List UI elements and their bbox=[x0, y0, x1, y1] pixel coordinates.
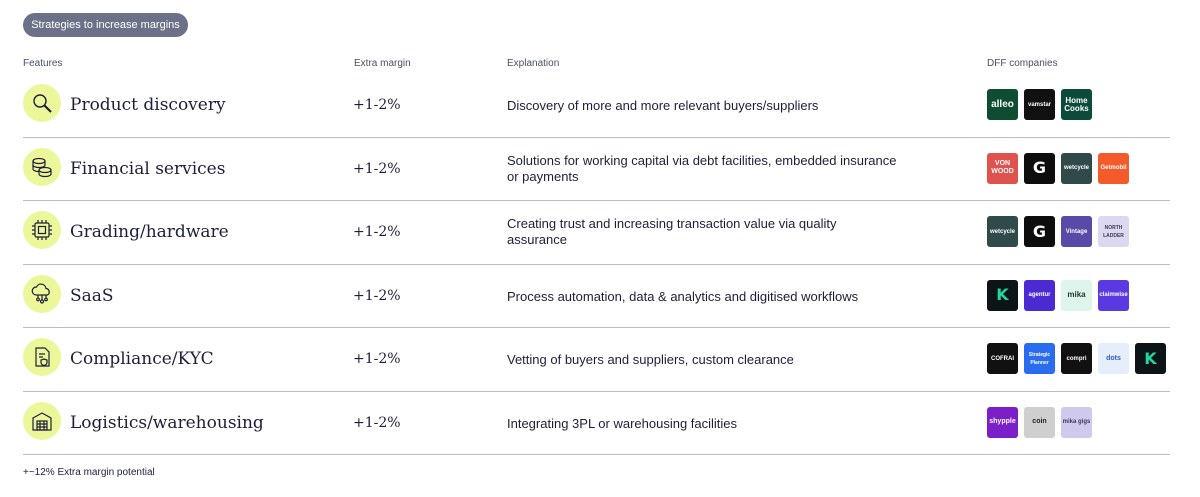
coins-icon bbox=[23, 147, 61, 186]
feature-label: Grading/hardware bbox=[70, 222, 229, 242]
margin-value: +1-2% bbox=[353, 414, 401, 431]
feature-label: Financial services bbox=[70, 158, 226, 179]
header-companies: DFF companies bbox=[987, 58, 1058, 69]
company-logo: claimwise bbox=[1098, 279, 1129, 311]
table-row: Product discovery +1-2% Discovery of mor… bbox=[23, 74, 1170, 138]
company-logo: shypple bbox=[987, 406, 1018, 438]
company-logo: wetcycle bbox=[1061, 152, 1092, 184]
feature-label: SaaS bbox=[70, 285, 114, 306]
table-row: Financial services +1-2% Solutions for w… bbox=[23, 138, 1170, 201]
company-logo: dots bbox=[1098, 343, 1129, 374]
company-logo: K bbox=[1135, 343, 1166, 374]
company-logo: VON WOOD bbox=[987, 152, 1018, 184]
company-logo: mika gigs bbox=[1061, 406, 1092, 438]
company-logos: K agentur mika claimwise bbox=[987, 279, 1129, 311]
margin-value: +1-2% bbox=[353, 160, 401, 177]
explanation-text: Discovery of more and more relevant buye… bbox=[507, 98, 819, 113]
company-logos: wetcycle G Vintage NORTH LADDER bbox=[987, 216, 1129, 247]
explanation-text: Vetting of buyers and suppliers, custom … bbox=[507, 352, 794, 367]
company-logo: alleo bbox=[987, 89, 1018, 120]
cloud-icon bbox=[23, 274, 61, 313]
company-logo: Strategic Planner bbox=[1024, 343, 1055, 374]
warehouse-icon bbox=[23, 401, 61, 440]
section-pill: Strategies to increase margins bbox=[23, 13, 188, 37]
margin-value: +1-2% bbox=[353, 287, 401, 304]
feature-label: Compliance/KYC bbox=[70, 349, 214, 369]
feature-label: Logistics/warehousing bbox=[70, 412, 264, 433]
header-extra-margin: Extra margin bbox=[354, 58, 411, 69]
company-logo: mika bbox=[1061, 279, 1092, 311]
table-row: Grading/hardware +1-2% Creating trust an… bbox=[23, 201, 1170, 265]
feature-label: Product discovery bbox=[70, 95, 226, 115]
margin-value: +1-2% bbox=[353, 224, 401, 240]
company-logo: agentur bbox=[1024, 279, 1055, 311]
table-row: Compliance/KYC +1-2% Vetting of buyers a… bbox=[23, 328, 1170, 392]
explanation-text: Solutions for working capital via debt f… bbox=[507, 152, 897, 184]
company-logo: COFRAI bbox=[987, 343, 1018, 374]
company-logo: coin bbox=[1024, 406, 1055, 438]
company-logos: COFRAI Strategic Planner compri dots K bbox=[987, 343, 1166, 374]
table-row: SaaS +1-2% Process automation, data & an… bbox=[23, 265, 1170, 328]
company-logo: G bbox=[1024, 216, 1055, 247]
margin-value: +1-2% bbox=[353, 351, 401, 367]
company-logos: alleo vamstar Home Cooks bbox=[987, 89, 1092, 120]
company-logo: NORTH LADDER bbox=[1098, 216, 1129, 247]
company-logo: K bbox=[987, 279, 1018, 311]
header-features: Features bbox=[23, 58, 63, 69]
company-logo: Home Cooks bbox=[1061, 89, 1092, 120]
header-explanation: Explanation bbox=[507, 58, 560, 69]
explanation-text: Creating trust and increasing transactio… bbox=[507, 216, 837, 247]
margin-value: +1-2% bbox=[353, 97, 401, 113]
company-logo: wetcycle bbox=[987, 216, 1018, 247]
company-logos: shypple coin mika gigs bbox=[987, 406, 1092, 438]
footer-note: +~12% Extra margin potential bbox=[23, 467, 155, 478]
shield-document-icon bbox=[23, 338, 61, 376]
explanation-text: Integrating 3PL or warehousing facilitie… bbox=[507, 415, 738, 431]
strategy-table: Product discovery +1-2% Discovery of mor… bbox=[23, 74, 1170, 455]
company-logos: VON WOOD G wetcycle Getmobil bbox=[987, 152, 1129, 184]
company-logo: Getmobil bbox=[1098, 152, 1129, 184]
chip-icon bbox=[23, 211, 61, 249]
company-logo: compri bbox=[1061, 343, 1092, 374]
company-logo: Vintage bbox=[1061, 216, 1092, 247]
company-logo: G bbox=[1024, 152, 1055, 184]
company-logo: vamstar bbox=[1024, 89, 1055, 120]
table-row: Logistics/warehousing +1-2% Integrating … bbox=[23, 392, 1170, 455]
magnifier-icon bbox=[23, 84, 61, 122]
explanation-text: Process automation, data & analytics and… bbox=[507, 288, 859, 304]
